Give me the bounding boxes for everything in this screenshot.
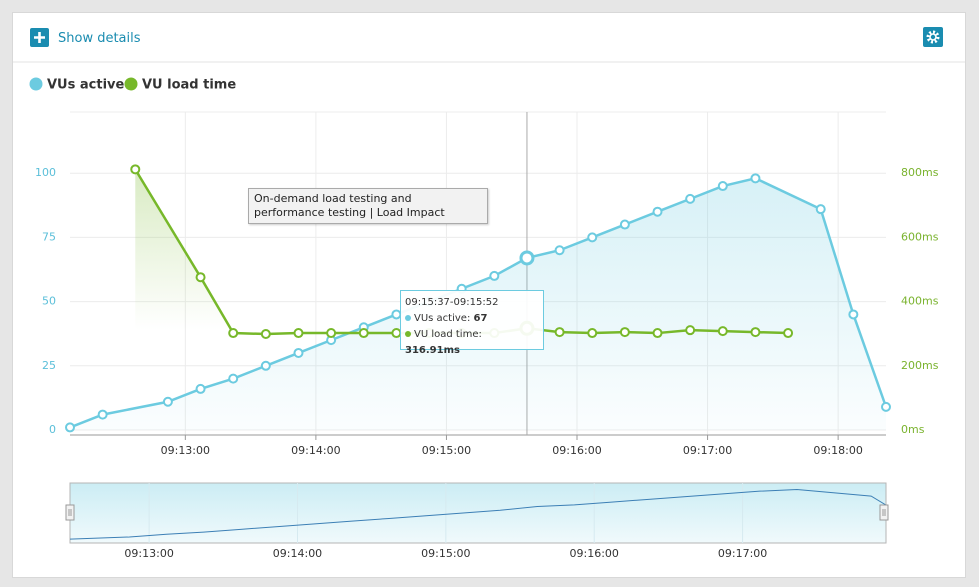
show-details-link[interactable]: Show details (58, 31, 141, 46)
y-tick-label: 0 (49, 423, 56, 436)
tooltip-title: 09:15:37-09:15:52 (405, 297, 499, 308)
series-area (135, 169, 789, 430)
legend-marker (29, 77, 43, 91)
data-point (717, 326, 728, 337)
y-tick-label: 75 (42, 230, 56, 243)
data-point (554, 327, 565, 338)
tooltip-row: VUs active: 67 (405, 311, 539, 327)
data-point (750, 327, 761, 338)
data-point (652, 206, 663, 217)
y2-tick-label: 0ms (901, 423, 925, 436)
navigator-tick-label: 09:17:00 (718, 547, 767, 560)
gear-icon (926, 30, 940, 44)
legend: VUs active VU load time (29, 77, 236, 93)
navigator-tick-label: 09:13:00 (124, 547, 173, 560)
data-point (554, 245, 565, 256)
navigator-window (69, 482, 887, 544)
tooltip-value: 67 (473, 313, 488, 324)
data-point (97, 409, 108, 420)
data-point (881, 401, 891, 412)
navigator-handle-grip (68, 509, 72, 516)
tooltip-label: VUs active: (414, 313, 471, 324)
data-point (848, 309, 859, 320)
x-tick-label: 09:14:00 (291, 444, 340, 457)
y2-tick-label: 800ms (901, 166, 939, 179)
data-point (587, 328, 598, 339)
data-point (619, 219, 630, 230)
data-point (587, 232, 598, 243)
navigator-tick-label: 09:14:00 (273, 547, 322, 560)
data-point (750, 173, 761, 184)
data-point (652, 328, 663, 339)
tooltip: 09:15:37-09:15:52 VUs active: 67 VU load… (400, 290, 544, 356)
y2-tick-label: 400ms (901, 295, 939, 308)
tooltip-row: VU load time: 316.91ms (405, 327, 539, 359)
data-point (195, 272, 206, 283)
plus-icon (34, 32, 45, 43)
y2-tick-label: 600ms (901, 230, 939, 243)
tooltip-dot (405, 331, 411, 337)
page-title-tooltip: On-demand load testing and performance t… (248, 188, 488, 224)
navigator-handle[interactable] (65, 504, 75, 521)
navigator-tick-label: 09:15:00 (421, 547, 470, 560)
data-point (228, 328, 239, 339)
plot: 0 25 50 75 100 0ms 200ms 400ms 600ms 800ms 09:13:0… (35, 111, 939, 457)
navigator-handle[interactable] (879, 504, 889, 521)
x-tick-label: 09:16:00 (552, 444, 601, 457)
tooltip-dot (405, 315, 411, 321)
legend-label[interactable]: VU load time (142, 78, 236, 93)
tooltip-label: VU load time: (414, 329, 482, 340)
tooltip-value: 316.91ms (405, 345, 460, 356)
data-point (685, 325, 696, 336)
y-tick-label: 100 (35, 166, 56, 179)
x-tick-label: 09:18:00 (813, 444, 862, 457)
data-point (815, 204, 826, 215)
legend-label[interactable]: VUs active (47, 78, 125, 93)
navigator-handle-grip (882, 509, 886, 516)
y2-tick-label: 200ms (901, 359, 939, 372)
data-point (130, 164, 141, 175)
data-point (358, 328, 369, 339)
data-point (619, 327, 630, 338)
navigator-line (70, 489, 886, 540)
navigator-tick-label: 09:16:00 (570, 547, 619, 560)
data-point (783, 328, 794, 339)
header: Show details (13, 27, 965, 63)
data-point (519, 250, 535, 266)
x-tick-label: 09:15:00 (422, 444, 471, 457)
data-point (717, 181, 728, 192)
y-tick-label: 25 (42, 359, 56, 372)
data-point (489, 270, 500, 281)
x-tick-label: 09:17:00 (683, 444, 732, 457)
gear-icon-center (929, 33, 937, 41)
data-point (260, 329, 271, 340)
data-point (293, 328, 304, 339)
data-point (685, 193, 696, 204)
settings-button[interactable] (923, 27, 943, 47)
x-tick-label: 09:13:00 (161, 444, 210, 457)
data-point (326, 328, 337, 339)
data-point (65, 422, 75, 433)
y-tick-label: 50 (42, 295, 56, 308)
legend-marker (124, 77, 138, 91)
